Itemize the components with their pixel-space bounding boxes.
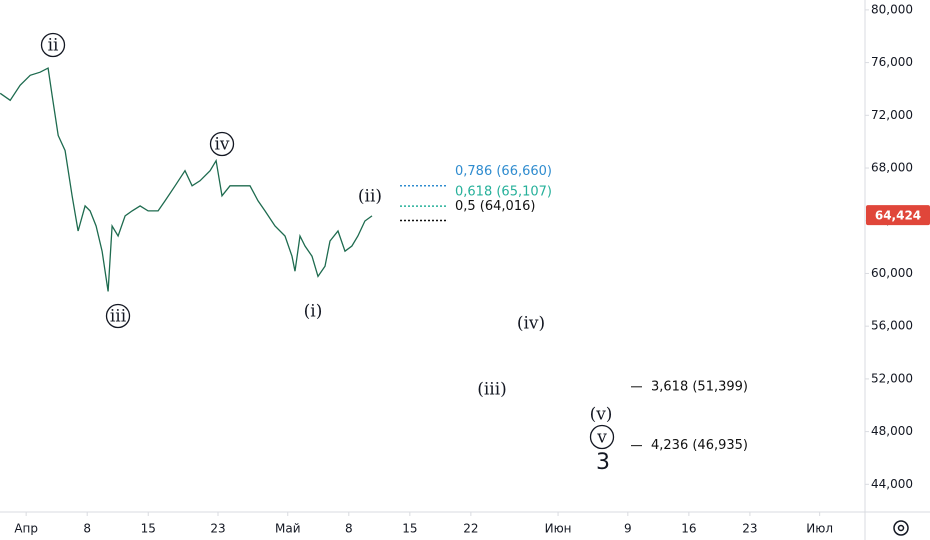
last-price-label: 64,424	[875, 209, 921, 223]
x-tick-label: Май	[275, 522, 301, 536]
x-tick-label: 16	[681, 522, 696, 536]
last-price-tag	[866, 205, 930, 226]
y-tick-label: 72,000	[871, 108, 913, 122]
settings-gear[interactable]	[893, 520, 909, 536]
wave-label: (ii)	[358, 187, 382, 207]
extension-label: 4,236 (46,935)	[651, 438, 748, 453]
x-tick-label: 8	[83, 522, 91, 536]
fib-label: 0,786 (66,660)	[455, 164, 552, 179]
wave-label: (iv)	[517, 314, 545, 334]
y-tick-label: 60,000	[871, 266, 913, 280]
price-line	[0, 67, 373, 292]
y-tick-label: 56,000	[871, 319, 913, 333]
x-tick-label: 23	[210, 522, 225, 536]
wave-label: iii	[110, 307, 127, 327]
y-tick-label: 76,000	[871, 55, 913, 69]
wave-label: (i)	[304, 302, 323, 322]
x-tick-label: 15	[141, 522, 156, 536]
wave-label: (iii)	[477, 380, 507, 400]
fib-label: 0,5 (64,016)	[455, 199, 535, 214]
x-tick-label: Апр	[14, 522, 38, 536]
fib-label: 0,618 (65,107)	[455, 185, 552, 200]
wave-label: iv	[214, 135, 229, 155]
wave-circle	[589, 424, 615, 450]
wave-circle	[209, 131, 235, 157]
y-tick-label: 80,000	[871, 2, 913, 16]
y-tick-label: 68,000	[871, 161, 913, 175]
x-tick-label: 22	[463, 522, 478, 536]
extension-label: 3,618 (51,399)	[651, 379, 748, 394]
y-tick-label: 44,000	[871, 477, 913, 491]
x-tick-label: Июн	[545, 522, 572, 536]
y-tick-label: 48,000	[871, 424, 913, 438]
wave-label: v	[596, 428, 607, 448]
x-tick-label: Июл	[806, 522, 833, 536]
wave-label: 3	[596, 450, 610, 475]
x-tick-label: 8	[345, 522, 353, 536]
wave-circle	[40, 32, 66, 58]
x-tick-label: 9	[624, 522, 632, 536]
settings-icon[interactable]	[893, 520, 909, 536]
settings-gear-core[interactable]	[897, 524, 905, 532]
wave-circle	[105, 303, 131, 329]
x-tick-label: 15	[402, 522, 417, 536]
wave-label: (v)	[590, 405, 613, 425]
wave-label: ii	[48, 36, 59, 56]
x-tick-label: 23	[742, 522, 757, 536]
y-tick-label: 52,000	[871, 371, 913, 385]
